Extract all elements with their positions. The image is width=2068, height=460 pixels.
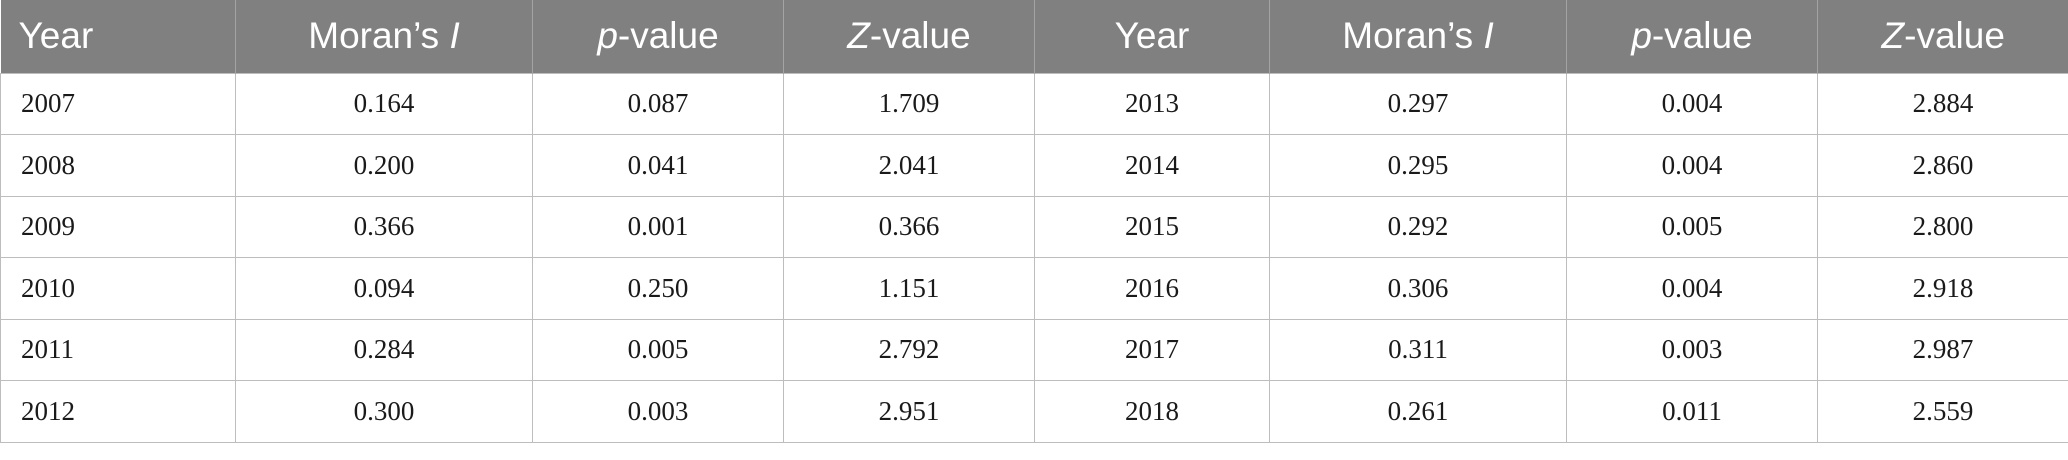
cell-p-value: 0.004 [1566,257,1818,320]
cell-morans-i: 0.295 [1269,134,1567,197]
cell-year: 2013 [1034,72,1270,135]
table-row: 2010 0.094 0.250 1.151 2016 0.306 0.004 … [0,257,2068,320]
cell-year: 2008 [0,134,236,197]
header-year-1: Year [18,15,94,57]
cell-morans-i: 0.300 [235,380,533,443]
cell-z-value: 2.860 [1817,134,2068,197]
cell-z-value: 2.918 [1817,257,2068,320]
cell-morans-i: 0.297 [1269,72,1567,135]
cell-morans-i: 0.366 [235,195,533,258]
table-row: 2011 0.284 0.005 2.792 2017 0.311 0.003 … [0,318,2068,381]
cell-p-value: 0.005 [532,318,784,381]
table-header: Year Moran’s I p-value Z-value Year Mora… [0,0,2068,73]
cell-morans-i: 0.311 [1269,318,1567,381]
cell-p-value: 0.087 [532,72,784,135]
table-body: 2007 0.164 0.087 1.709 2013 0.297 0.004 … [0,72,2068,443]
header-z-value-1: Z-value [783,0,1035,73]
cell-morans-i: 0.284 [235,318,533,381]
cell-z-value: 2.951 [783,380,1035,443]
cell-morans-i: 0.200 [235,134,533,197]
cell-z-value: 1.709 [783,72,1035,135]
cell-p-value: 0.005 [1566,195,1818,258]
cell-year: 2015 [1034,195,1270,258]
cell-p-value: 0.003 [1566,318,1818,381]
cell-p-value: 0.250 [532,257,784,320]
cell-year: 2016 [1034,257,1270,320]
morans-i-table: Year Moran’s I p-value Z-value Year Mora… [0,0,2068,443]
cell-year: 2017 [1034,318,1270,381]
cell-morans-i: 0.164 [235,72,533,135]
cell-p-value: 0.001 [532,195,784,258]
header-z-value-2: Z-value [1817,0,2068,73]
cell-year: 2014 [1034,134,1270,197]
cell-p-value: 0.011 [1566,380,1818,443]
cell-p-value: 0.003 [532,380,784,443]
cell-morans-i: 0.094 [235,257,533,320]
cell-morans-i: 0.292 [1269,195,1567,258]
cell-p-value: 0.041 [532,134,784,197]
cell-z-value: 2.041 [783,134,1035,197]
cell-p-value: 0.004 [1566,72,1818,135]
cell-z-value: 2.792 [783,318,1035,381]
header-year-2: Year [1034,0,1270,73]
cell-morans-i: 0.306 [1269,257,1567,320]
cell-year: 2010 [0,257,236,320]
cell-p-value: 0.004 [1566,134,1818,197]
cell-z-value: 1.151 [783,257,1035,320]
table-row: 2009 0.366 0.001 0.366 2015 0.292 0.005 … [0,195,2068,258]
header-p-value-1: p-value [532,0,784,73]
table-row: 2008 0.200 0.041 2.041 2014 0.295 0.004 … [0,134,2068,197]
cell-year: 2018 [1034,380,1270,443]
header-p-value-2: p-value [1566,0,1818,73]
cell-morans-i: 0.261 [1269,380,1567,443]
header-morans-i-1: Moran’s I [235,0,533,73]
cell-year: 2009 [0,195,236,258]
cell-z-value: 2.884 [1817,72,2068,135]
cell-z-value: 2.987 [1817,318,2068,381]
cell-year: 2012 [0,380,236,443]
cell-year: 2007 [0,72,236,135]
cell-z-value: 2.800 [1817,195,2068,258]
cell-z-value: 0.366 [783,195,1035,258]
table-row: 2007 0.164 0.087 1.709 2013 0.297 0.004 … [0,72,2068,135]
cell-year: 2011 [0,318,236,381]
header-morans-i-2: Moran’s I [1269,0,1567,73]
header-row: Year Moran’s I p-value Z-value Year Mora… [0,0,2068,73]
cell-z-value: 2.559 [1817,380,2068,443]
table-row: 2012 0.300 0.003 2.951 2018 0.261 0.011 … [0,380,2068,443]
